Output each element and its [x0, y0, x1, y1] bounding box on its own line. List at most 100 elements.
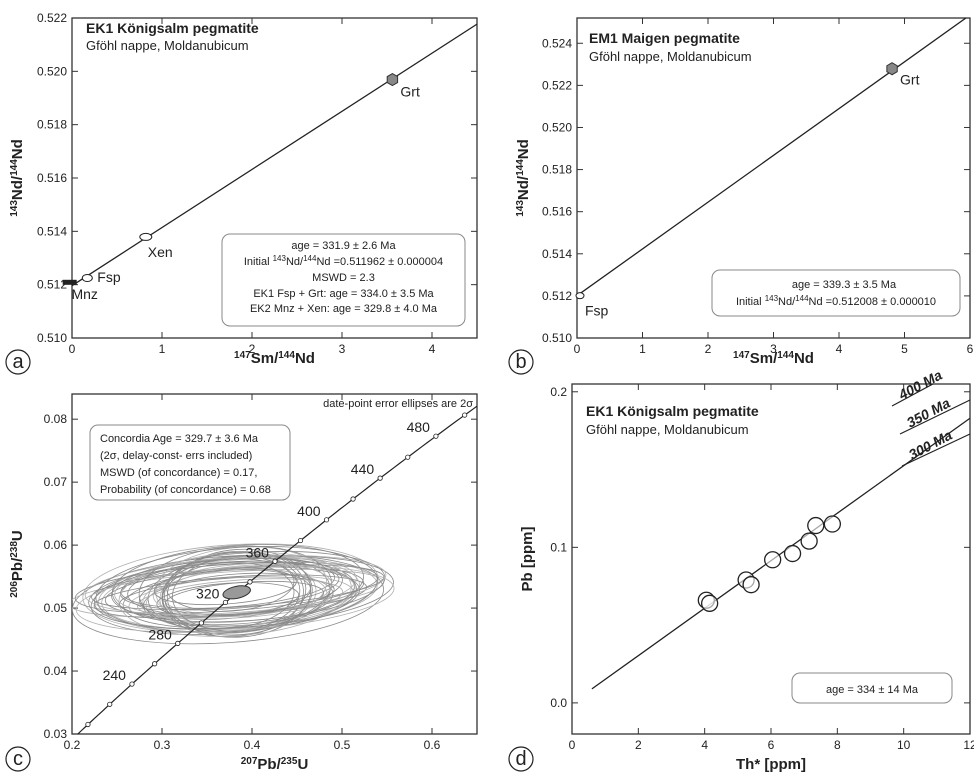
- x-tick-label: 0.2: [64, 738, 81, 752]
- y-tick-label: 0.520: [37, 64, 67, 78]
- error-ellipses: [72, 543, 395, 645]
- y-tick-label: 0.518: [542, 163, 572, 177]
- concordia-tick: [129, 681, 135, 687]
- concordia-tick: [198, 620, 204, 626]
- concordia-age-label: 480: [407, 419, 431, 435]
- label-fsp: Fsp: [585, 303, 609, 319]
- label-xen: Xen: [148, 244, 173, 260]
- isochron-line: [577, 18, 967, 297]
- y-tick-label: 0.522: [542, 78, 572, 92]
- point-grt: [386, 73, 399, 87]
- annotation-ek2: EK2 Mnz + Xen: age = 329.8 ± 4.0 Ma: [250, 303, 438, 315]
- annotation-ek1: EK1 Fsp + Grt: age = 334.0 ± 3.5 Ma: [253, 288, 434, 300]
- concordia-tick: [433, 433, 439, 439]
- error-ellipse: [152, 563, 333, 618]
- y-tick-label: 0.512: [37, 278, 67, 292]
- concordia-age-label: 400: [297, 503, 321, 519]
- error-ellipse: [136, 578, 344, 620]
- concordia-tick: [107, 701, 113, 707]
- x-tick-label: 3: [770, 342, 777, 356]
- x-axis-label: Th* [ppm]: [736, 756, 806, 773]
- panel-c: 0.2 0.3 0.4 0.5 0.6 0.03 0.04 0.05 0.06 0.07 0.08 2…: [9, 393, 478, 774]
- error-ellipse: [74, 561, 379, 614]
- isochron-line: [72, 23, 477, 287]
- panel-letter-circle: [5, 746, 31, 772]
- y-tick-label: 0.522: [37, 11, 67, 25]
- x-tick-label: 1: [639, 342, 646, 356]
- label-grt: Grt: [900, 72, 920, 88]
- error-ellipse: [75, 565, 395, 633]
- x-tick-label: 2: [249, 342, 256, 356]
- concordia-age-label: 440: [351, 461, 375, 477]
- y-axis-label: 143Nd/144Nd: [9, 139, 27, 217]
- annotation-box: [791, 672, 953, 704]
- panel-letter-text: c: [13, 748, 23, 770]
- point-xen: [139, 232, 153, 241]
- concordia-age-ellipse: [222, 585, 251, 600]
- point-fsp: [81, 274, 93, 282]
- error-ellipse: [162, 551, 313, 636]
- y-tick-label: 0.05: [44, 601, 68, 615]
- y-axis-label: Pb [ppm]: [519, 527, 536, 592]
- annotation-box: [711, 269, 961, 317]
- y-tick-label: 0.514: [542, 247, 572, 261]
- error-ellipse: [156, 582, 300, 618]
- x-axis-label: 207Pb/235U: [241, 756, 309, 774]
- y-tick-label: 0.510: [542, 331, 572, 345]
- panel-subtitle: Gföhl nappe, Moldanubicum: [586, 422, 749, 437]
- y-tick-label: 0.520: [542, 120, 572, 134]
- y-tick-label: 0.07: [44, 475, 68, 489]
- panel-title: EK1 Königsalm pegmatite: [86, 20, 259, 36]
- panel-letter: c: [5, 746, 31, 772]
- label-fsp: Fsp: [97, 269, 121, 285]
- concordia-tick: [350, 496, 356, 502]
- x-tick-label: 0: [574, 342, 581, 356]
- x-tick-label: 0.3: [154, 738, 171, 752]
- x-tick-label: 12: [963, 738, 974, 752]
- panel-letter: a: [5, 349, 31, 375]
- annotation-line: Probability (of concordance) = 0.68: [100, 484, 271, 496]
- point-mnz: [62, 279, 77, 285]
- x-tick-label: 5: [901, 342, 908, 356]
- annotation-age: age = 334 ± 14 Ma: [826, 684, 919, 696]
- concordia-tick: [247, 579, 253, 585]
- label-grt: Grt: [400, 84, 420, 100]
- panel-letter: b: [508, 349, 534, 375]
- panel-a: 0 1 2 3 4 0.510 0.512 0.514 0.516 0.518 0.520 0.522…: [9, 11, 478, 367]
- annotation-line: MSWD (of concordance) = 0.17,: [100, 467, 257, 479]
- data-point: [823, 515, 842, 533]
- annotation-line: Concordia Age = 329.7 ± 3.6 Ma: [100, 433, 259, 445]
- error-ellipse: [72, 554, 384, 645]
- x-tick-label: 0: [69, 342, 76, 356]
- data-point: [764, 551, 782, 569]
- reference-line: [901, 433, 970, 467]
- data-point: [800, 532, 818, 550]
- y-tick-label: 0.524: [542, 36, 572, 50]
- panel-title: EM1 Maigen pegmatite: [589, 30, 740, 46]
- panel-letter-text: b: [515, 351, 526, 373]
- error-ellipse: [84, 555, 387, 615]
- x-tick-label: 0.4: [244, 738, 261, 752]
- x-tick-label: 10: [897, 738, 911, 752]
- x-tick-label: 8: [834, 738, 841, 752]
- y-tick-label: 0.04: [44, 664, 68, 678]
- y-tick-label: 0.516: [37, 171, 67, 185]
- reference-line: [899, 399, 970, 435]
- point-fsp: [575, 292, 585, 300]
- panel-b: 0 1 2 3 4 5 6 0.510 0.512 0.514 0.516 0.518 0.520 0.5…: [515, 17, 974, 367]
- concordia-tick: [175, 640, 181, 646]
- concordia-tick: [85, 721, 91, 728]
- y-tick-label: 0.1: [550, 540, 567, 554]
- concordia-age-label: 280: [148, 626, 172, 642]
- x-axis-label: 147Sm/144Nd: [234, 350, 315, 368]
- x-tick-label: 6: [967, 342, 974, 356]
- concordia-tick: [462, 412, 468, 418]
- y-tick-label: 0.510: [37, 331, 67, 345]
- concordia-age-label: 320: [196, 585, 220, 601]
- concordia-tick: [222, 599, 229, 606]
- x-tick-label: 6: [768, 738, 775, 752]
- data-point: [742, 576, 760, 594]
- panel-letter: d: [508, 746, 534, 772]
